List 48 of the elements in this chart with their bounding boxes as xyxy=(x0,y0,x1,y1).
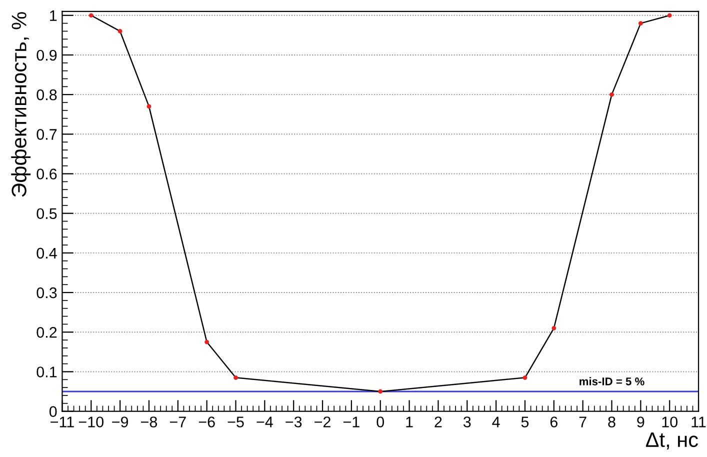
y-axis-title: Эффективность, % xyxy=(11,12,31,197)
point xyxy=(522,375,528,380)
x-tick-label: 1 xyxy=(406,416,413,428)
y-tick-label: 0.1 xyxy=(36,366,57,378)
point xyxy=(118,29,122,34)
x-tick-label: −10 xyxy=(78,416,104,428)
x-tick-label: 7 xyxy=(579,416,586,428)
x-tick-label: −7 xyxy=(170,416,186,428)
point xyxy=(378,389,383,394)
x-tick-label: 8 xyxy=(608,416,616,428)
y-tick-label: 0.4 xyxy=(36,248,57,259)
point xyxy=(667,13,672,18)
x-tick-label: 0 xyxy=(376,416,384,428)
x-tick-label: −6 xyxy=(198,416,215,428)
x-tick-label: 3 xyxy=(463,416,471,428)
point xyxy=(204,340,210,344)
x-tick-label: 6 xyxy=(550,416,558,428)
x-tick-label: 11 xyxy=(692,416,706,428)
x-tick-label: −1 xyxy=(343,416,360,428)
x-tick-label: 5 xyxy=(521,416,529,428)
y-tick-label: 0.8 xyxy=(36,89,57,100)
y-tick-label: 0.6 xyxy=(36,168,57,180)
point xyxy=(638,21,643,26)
point xyxy=(234,375,238,380)
x-tick-label: −8 xyxy=(141,416,158,428)
y-tick-label: 0 xyxy=(49,406,57,417)
point xyxy=(146,104,152,109)
x-tick-label: −11 xyxy=(50,416,74,428)
y-tick-label: 0.9 xyxy=(36,50,57,61)
y-tick-label: 1 xyxy=(50,10,57,21)
point xyxy=(552,326,556,330)
x-tick-label: 10 xyxy=(662,416,678,428)
x-tick-label: −2 xyxy=(314,416,330,428)
x-tick-label: 9 xyxy=(637,416,644,428)
x-axis-title: Δt, нс xyxy=(646,432,698,450)
y-tick-label: 0.5 xyxy=(36,208,57,220)
x-tick-label: 2 xyxy=(434,416,442,428)
x-tick-label: −4 xyxy=(256,416,273,428)
x-tick-label: −9 xyxy=(112,416,128,428)
x-tick-label: 4 xyxy=(492,416,500,428)
point xyxy=(88,13,94,18)
y-tick-label: 0.7 xyxy=(36,129,57,140)
y-tick-label: 0.2 xyxy=(36,326,57,338)
point xyxy=(610,92,614,97)
ref-line-label: mis-ID = 5 % xyxy=(580,377,644,386)
x-tick-label: −5 xyxy=(228,416,244,428)
x-tick-label: −3 xyxy=(286,416,302,428)
y-tick-label: 0.3 xyxy=(36,287,57,298)
